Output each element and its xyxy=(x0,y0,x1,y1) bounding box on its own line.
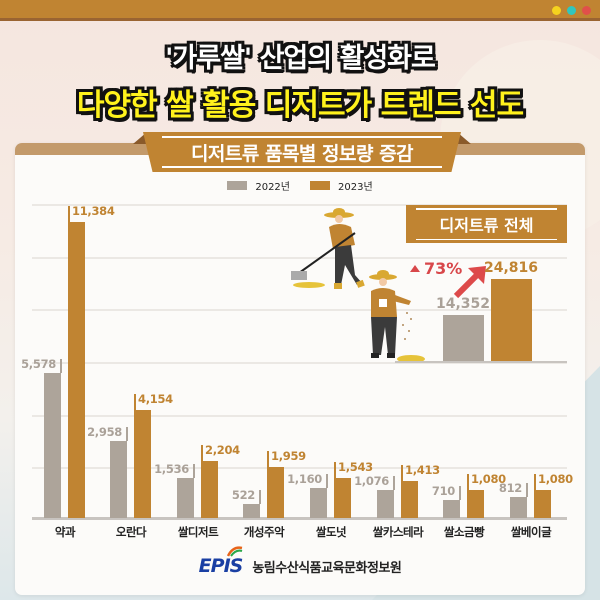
value-tick-2022 xyxy=(459,485,461,500)
value-label-2023: 1,543 xyxy=(338,459,373,474)
value-tick-2023 xyxy=(534,473,536,490)
category-label: 쌀카스테라 xyxy=(372,525,424,539)
farmers-illustration-icon xyxy=(291,208,425,363)
value-tick-2023 xyxy=(334,461,336,478)
yellow-dot-icon xyxy=(552,6,561,15)
bar-2023 xyxy=(201,460,218,518)
value-tick-2023 xyxy=(267,451,269,468)
bar-2022 xyxy=(377,490,394,518)
total-value-2023: 24,816 xyxy=(483,260,539,276)
bar-2022 xyxy=(310,487,327,518)
value-tick-2022 xyxy=(326,473,328,488)
value-tick-2023 xyxy=(68,206,70,222)
category-label: 쌀디저트 xyxy=(177,525,219,539)
total-value-2022: 14,352 xyxy=(435,296,491,312)
legend-swatch-2023 xyxy=(310,181,330,190)
red-dot-icon xyxy=(582,6,591,15)
gridline xyxy=(32,309,567,311)
bar-2022 xyxy=(243,504,260,518)
ribbon-fold-right xyxy=(457,132,471,144)
value-tick-2023 xyxy=(401,465,403,482)
headline-line-1: '가루쌀' 산업의 활성화로 xyxy=(165,43,436,74)
bar-2023 xyxy=(134,409,151,518)
value-label-2022: 5,578 xyxy=(21,356,56,371)
value-label-2022: 2,958 xyxy=(87,425,122,440)
bar-2022 xyxy=(443,499,460,518)
epis-logo: EPIS xyxy=(198,546,244,577)
gridline xyxy=(32,415,567,417)
bar-2023 xyxy=(334,477,351,518)
gridline xyxy=(32,204,567,206)
gridline xyxy=(32,362,567,364)
category-label: 오란다 xyxy=(115,525,147,539)
category-label: 개성주악 xyxy=(243,525,285,539)
bar-2022 xyxy=(44,372,61,518)
chart-legend: 2022년 2023년 xyxy=(0,178,600,193)
value-tick-2022 xyxy=(393,476,395,491)
bar-2023 xyxy=(68,222,85,518)
window-top-bar xyxy=(0,0,600,21)
value-label-2022: 522 xyxy=(231,488,255,503)
epis-swoosh-icon xyxy=(226,546,242,557)
value-tick-2022 xyxy=(126,427,128,442)
total-bar-2022 xyxy=(443,315,484,362)
bar-2022 xyxy=(510,496,527,518)
bar-2023 xyxy=(534,489,551,518)
chart-baseline xyxy=(32,517,567,520)
category-label: 쌀소금빵 xyxy=(443,525,485,539)
value-tick-2023 xyxy=(134,393,136,410)
value-label-2023: 11,384 xyxy=(72,204,115,218)
value-label-2022: 1,536 xyxy=(154,462,189,477)
value-tick-2022 xyxy=(259,490,261,505)
bar-2022 xyxy=(177,478,194,518)
legend-item-2023: 2023년 xyxy=(310,178,373,193)
section-ribbon: 디저트류 품목별 정보량 증감 xyxy=(133,126,471,174)
value-label-2023: 1,959 xyxy=(271,449,306,464)
value-label-2023: 1,080 xyxy=(538,471,573,486)
bar-2022 xyxy=(110,441,127,518)
growth-percent: 73% xyxy=(424,259,463,278)
value-label-2023: 1,080 xyxy=(471,471,506,486)
epis-logo-text: EPIS xyxy=(198,555,244,577)
gridline xyxy=(32,467,567,469)
increase-triangle-icon xyxy=(410,265,420,272)
legend-swatch-2022 xyxy=(227,181,248,190)
legend-item-2022: 2022년 xyxy=(227,178,290,193)
ribbon-fold-left xyxy=(133,132,147,144)
value-label-2022: 1,076 xyxy=(354,474,389,489)
category-label: 쌀베이글 xyxy=(510,525,552,539)
value-tick-2022 xyxy=(60,358,62,373)
total-bar-2023 xyxy=(491,279,532,362)
up-arrow-icon xyxy=(453,266,486,299)
category-label: 약과 xyxy=(54,525,76,539)
organization-name: 농림수산식품교육문화정보원 xyxy=(252,560,402,576)
ribbon-title: 디저트류 품목별 정보량 증감 xyxy=(143,132,461,172)
legend-label-2022: 2022년 xyxy=(255,182,290,193)
gridline xyxy=(32,257,567,259)
value-label-2022: 1,160 xyxy=(287,471,322,486)
value-tick-2023 xyxy=(201,444,203,461)
value-label-2022: 710 xyxy=(431,483,455,498)
value-label-2023: 1,413 xyxy=(405,463,440,478)
headline-line-2: 다양한 쌀 활용 디저트가 트렌드 선도 xyxy=(76,88,524,123)
bar-2023 xyxy=(401,481,418,518)
value-label-2022: 812 xyxy=(498,480,522,495)
category-label: 쌀도넛 xyxy=(315,525,347,539)
legend-label-2023: 2023년 xyxy=(338,182,373,193)
total-baseline xyxy=(395,361,567,363)
bar-2023 xyxy=(267,467,284,518)
value-tick-2022 xyxy=(526,482,528,497)
teal-dot-icon xyxy=(567,6,576,15)
value-tick-2023 xyxy=(467,473,469,490)
value-tick-2022 xyxy=(193,464,195,479)
total-label: 디저트류 전체 xyxy=(406,205,567,243)
bar-2023 xyxy=(467,489,484,518)
value-label-2023: 4,154 xyxy=(138,391,173,406)
value-label-2023: 2,204 xyxy=(205,442,240,457)
footer: EPIS 농림수산식품교육문화정보원 xyxy=(0,546,600,577)
